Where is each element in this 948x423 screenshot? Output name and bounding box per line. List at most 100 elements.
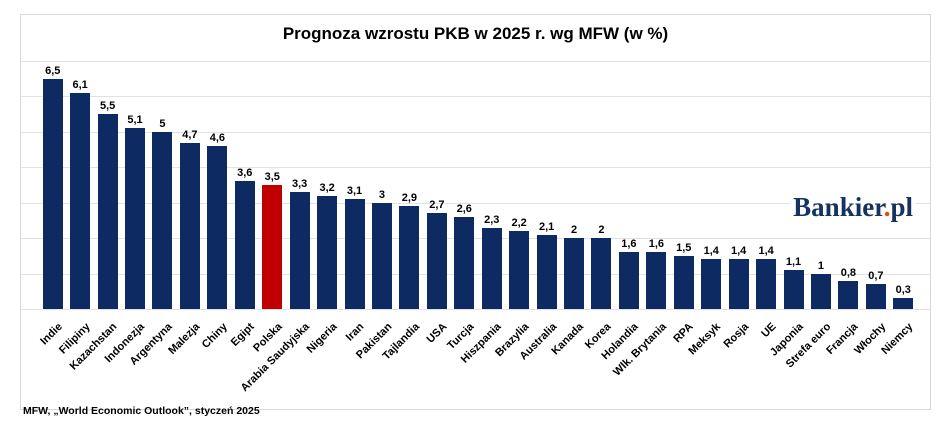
bar-slot: 2,3: [478, 61, 505, 309]
x-axis-label: UE: [759, 320, 779, 341]
bar: 6,1: [70, 79, 91, 309]
bar-slot: 2,6: [451, 61, 478, 309]
bar: 2,2: [509, 217, 530, 309]
bar-value-label: 1,4: [758, 245, 774, 258]
chart-frame: Prognoza wzrostu PKB w 2025 r. wg MFW (w…: [20, 14, 931, 410]
bar-value-label: 6,1: [72, 78, 88, 91]
bar-slot: 6,1: [66, 61, 93, 309]
bar-value-label: 5: [159, 117, 166, 130]
bar-slot: 5,1: [121, 61, 148, 309]
bar: 0,3: [893, 284, 914, 309]
bar-slot: 0,3: [890, 61, 917, 309]
gridline: [21, 61, 930, 62]
bar: 3,6: [234, 167, 255, 309]
bar-slot: 2: [588, 61, 615, 309]
bar: 2,7: [426, 199, 447, 309]
bar: 5: [152, 118, 173, 309]
bar-slot: 6,5: [39, 61, 66, 309]
gridline: [21, 202, 930, 204]
bar-value-label: 1: [817, 259, 825, 272]
bar-slot: 5: [149, 61, 176, 309]
bar: 0,7: [865, 270, 886, 309]
bar-slot: 1,4: [725, 61, 752, 309]
bar-value-label: 1,5: [676, 241, 692, 254]
bar: 6,5: [42, 65, 63, 309]
bar-value-label: 2,3: [484, 213, 500, 226]
bankier-logo-text: Bankier: [793, 192, 884, 222]
bar-value-label: 1,4: [703, 245, 719, 258]
bar: 3,3: [289, 178, 310, 309]
bar: 3,2: [317, 182, 338, 309]
bar-value-label: 4,7: [182, 128, 198, 141]
bar-value-label: 3,1: [346, 185, 363, 198]
bar-value-label: 2: [570, 224, 578, 237]
bar-value-label: 0,3: [895, 284, 911, 297]
bar-slot: 1,6: [615, 61, 642, 309]
bankier-logo: Bankier.pl: [790, 192, 916, 223]
chart-title: Prognoza wzrostu PKB w 2025 r. wg MFW (w…: [282, 24, 669, 43]
bar: 1,5: [673, 242, 694, 309]
bar: 1,4: [756, 245, 777, 309]
bar-value-label: 3,2: [319, 181, 335, 194]
x-axis-label: Chiny: [199, 320, 230, 351]
bar: 1,1: [783, 256, 804, 309]
bar-value-label: 1,4: [731, 245, 747, 258]
bankier-logo-suffix: pl: [890, 192, 913, 222]
bar-slot: 0,7: [862, 61, 889, 309]
gridline: [21, 131, 930, 133]
bar-slot: 1,1: [780, 61, 807, 309]
bar-slot: 1,4: [698, 61, 725, 309]
bar: 3: [371, 189, 392, 309]
bar-slot: 3,5: [259, 61, 286, 309]
bar-slot: 2,1: [533, 61, 560, 309]
gridline: [21, 96, 930, 98]
bar: 5,1: [125, 114, 146, 309]
bar-value-label: 0,7: [868, 270, 884, 283]
gridlines: [21, 15, 930, 409]
bar: 2: [564, 224, 585, 309]
bar: 2,6: [454, 203, 475, 309]
bar-slot: 5,5: [94, 61, 121, 309]
bar-value-label: 2,1: [538, 220, 555, 233]
x-axis-label: Rosja: [721, 320, 751, 351]
bankier-logo-dot: .: [883, 192, 891, 222]
bar-value-label: 2,6: [456, 202, 472, 215]
bar-slot: 3,1: [341, 61, 368, 309]
bar-slot: 3: [368, 61, 395, 309]
bar-slot: 2,7: [423, 61, 450, 309]
x-axis-labels: Indie Filipiny Kazachstan Indonezja Argentyn…: [38, 309, 917, 409]
bar-value-label: 2,2: [511, 217, 527, 230]
bar: 4,6: [207, 132, 228, 309]
bar-value-label: 1,6: [648, 238, 664, 251]
bar-value-label: 2: [598, 224, 605, 237]
bar-value-label: 3,6: [237, 167, 253, 180]
bar: 1,4: [701, 245, 722, 309]
bar-slot: 1,4: [752, 61, 779, 309]
bar-value-label: 3,5: [264, 171, 280, 183]
bar-value-label: 1,1: [785, 256, 802, 269]
bar-value-label: 3,3: [292, 178, 308, 191]
bar: 1,6: [646, 238, 667, 309]
bar: 4,7: [179, 129, 200, 309]
bar-value-label: 1,6: [621, 238, 637, 251]
bar-value-label: 4,6: [209, 132, 225, 145]
bar-value-label: 6,5: [45, 64, 61, 77]
plot-area: 6,5 6,1 5,5 5,1 5 4,7 4,6 3,6 3,5 3,3 3,2 3,1 3 2,9 2,…: [39, 61, 917, 309]
bar-slot: 3,3: [286, 61, 313, 309]
bar-slot: 1: [807, 61, 834, 309]
bar-slot: 2,9: [396, 61, 423, 309]
gridline: [21, 273, 930, 275]
gridline: [21, 167, 930, 169]
bar: 5,5: [97, 100, 118, 309]
bar-slot: 2,2: [505, 61, 532, 309]
bar-value-label: 5,5: [99, 100, 116, 113]
bar-highlight-polska: 3,5: [262, 171, 283, 309]
gridline: [21, 238, 930, 240]
bar: 3,1: [344, 185, 365, 309]
bar-slot: 4,6: [204, 61, 231, 309]
bar-value-label: 3: [378, 188, 386, 201]
bar: 0,8: [838, 267, 859, 309]
bar-value-label: 0,8: [840, 266, 857, 279]
bar-value-label: 2,9: [401, 192, 418, 205]
bar: 2,3: [481, 214, 502, 309]
